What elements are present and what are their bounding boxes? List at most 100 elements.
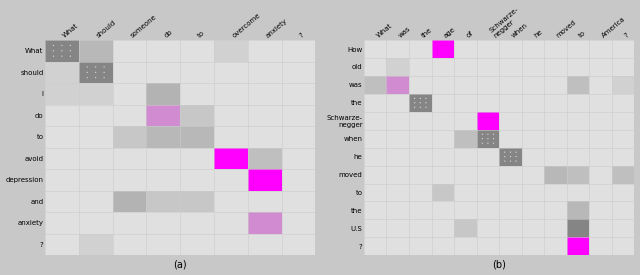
Bar <box>567 166 589 183</box>
Bar <box>589 166 612 183</box>
Bar <box>589 202 612 219</box>
Bar <box>522 148 544 166</box>
Bar <box>454 237 477 255</box>
Bar <box>499 40 522 58</box>
Point <box>421 101 431 105</box>
Bar <box>364 148 387 166</box>
Bar <box>180 104 214 126</box>
Bar <box>454 148 477 166</box>
Bar <box>248 83 282 104</box>
Bar <box>567 237 589 255</box>
X-axis label: (a): (a) <box>173 259 187 270</box>
Bar <box>612 130 634 148</box>
Bar <box>248 40 282 62</box>
Bar <box>79 148 113 169</box>
Bar <box>612 112 634 130</box>
Bar <box>113 104 147 126</box>
Bar <box>544 148 567 166</box>
Point <box>506 150 516 154</box>
Bar <box>522 237 544 255</box>
Bar <box>477 202 499 219</box>
Bar <box>364 40 387 58</box>
Point <box>65 49 76 53</box>
Point <box>99 70 109 75</box>
Bar <box>364 219 387 237</box>
Bar <box>248 234 282 255</box>
Bar <box>522 58 544 76</box>
Bar <box>589 58 612 76</box>
Point <box>90 65 100 69</box>
Bar <box>409 148 431 166</box>
Bar <box>431 202 454 219</box>
Bar <box>180 40 214 62</box>
Bar <box>454 183 477 202</box>
Bar <box>387 130 409 148</box>
Point <box>82 70 92 75</box>
Bar <box>79 62 113 83</box>
Bar <box>147 148 180 169</box>
Bar <box>113 169 147 191</box>
Bar <box>45 126 79 148</box>
Point <box>511 150 521 154</box>
Bar <box>477 237 499 255</box>
Bar <box>477 94 499 112</box>
Bar <box>113 126 147 148</box>
Bar <box>45 62 79 83</box>
Bar <box>180 83 214 104</box>
Bar <box>364 76 387 94</box>
Bar <box>567 183 589 202</box>
Bar <box>113 148 147 169</box>
Bar <box>477 40 499 58</box>
Bar <box>431 94 454 112</box>
Bar <box>612 76 634 94</box>
Point <box>500 150 510 154</box>
Point <box>415 96 426 101</box>
Bar <box>544 237 567 255</box>
Bar <box>612 202 634 219</box>
Bar <box>589 237 612 255</box>
Bar <box>282 104 316 126</box>
Point <box>421 96 431 101</box>
Bar <box>364 166 387 183</box>
Bar <box>387 183 409 202</box>
Point <box>48 49 58 53</box>
Bar <box>567 58 589 76</box>
Bar <box>499 130 522 148</box>
Bar <box>214 83 248 104</box>
Bar <box>282 212 316 234</box>
Bar <box>522 94 544 112</box>
Bar <box>499 202 522 219</box>
Point <box>82 76 92 80</box>
Bar <box>214 126 248 148</box>
Bar <box>589 112 612 130</box>
Bar <box>248 104 282 126</box>
Bar <box>45 169 79 191</box>
Point <box>99 76 109 80</box>
Bar <box>248 191 282 212</box>
Bar <box>79 169 113 191</box>
Bar <box>431 76 454 94</box>
Bar <box>45 212 79 234</box>
Bar <box>364 112 387 130</box>
Bar <box>612 183 634 202</box>
Bar <box>567 94 589 112</box>
Bar <box>612 219 634 237</box>
Bar <box>477 183 499 202</box>
Bar <box>477 76 499 94</box>
Bar <box>522 183 544 202</box>
Point <box>410 101 420 105</box>
Bar <box>544 183 567 202</box>
Bar <box>409 202 431 219</box>
Bar <box>282 234 316 255</box>
Bar <box>214 212 248 234</box>
Point <box>57 43 67 48</box>
Bar <box>522 130 544 148</box>
Bar <box>79 126 113 148</box>
Point <box>506 159 516 163</box>
Bar <box>454 76 477 94</box>
Bar <box>180 212 214 234</box>
Bar <box>477 112 499 130</box>
Bar <box>214 40 248 62</box>
Bar <box>431 130 454 148</box>
Point <box>511 155 521 159</box>
